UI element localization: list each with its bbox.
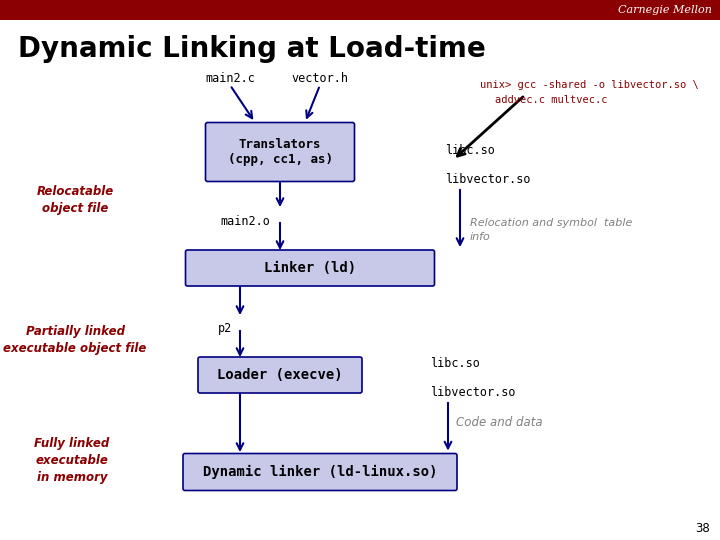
Text: vector.h: vector.h (292, 72, 348, 85)
Text: 38: 38 (696, 522, 710, 535)
Text: unix> gcc -shared -o libvector.so \: unix> gcc -shared -o libvector.so \ (480, 80, 698, 90)
Text: main2.o: main2.o (220, 215, 270, 228)
Text: Dynamic Linking at Load-time: Dynamic Linking at Load-time (18, 35, 486, 63)
Text: libc.so: libc.so (430, 357, 480, 370)
FancyBboxPatch shape (186, 250, 434, 286)
Text: Linker (ld): Linker (ld) (264, 261, 356, 275)
Text: Relocation and symbol  table
info: Relocation and symbol table info (470, 218, 632, 241)
Text: Loader (execve): Loader (execve) (217, 368, 343, 382)
Text: Dynamic linker (ld-linux.so): Dynamic linker (ld-linux.so) (203, 465, 437, 479)
Text: Fully linked
executable
in memory: Fully linked executable in memory (35, 436, 109, 483)
Text: Carnegie Mellon: Carnegie Mellon (618, 5, 712, 15)
Text: addvec.c multvec.c: addvec.c multvec.c (495, 95, 608, 105)
Text: libc.so: libc.so (445, 144, 495, 157)
Text: libvector.so: libvector.so (445, 173, 531, 186)
Bar (0, 0, 720, 20)
FancyBboxPatch shape (183, 454, 457, 490)
Text: Translators
(cpp, cc1, as): Translators (cpp, cc1, as) (228, 138, 333, 166)
FancyBboxPatch shape (205, 123, 354, 181)
Text: Code and data: Code and data (456, 415, 543, 429)
Text: libvector.so: libvector.so (430, 386, 516, 399)
Text: p2: p2 (217, 322, 232, 335)
Text: main2.c: main2.c (205, 72, 255, 85)
Text: Partially linked
executable object file: Partially linked executable object file (4, 325, 147, 355)
FancyBboxPatch shape (198, 357, 362, 393)
Text: Relocatable
object file: Relocatable object file (37, 185, 114, 215)
